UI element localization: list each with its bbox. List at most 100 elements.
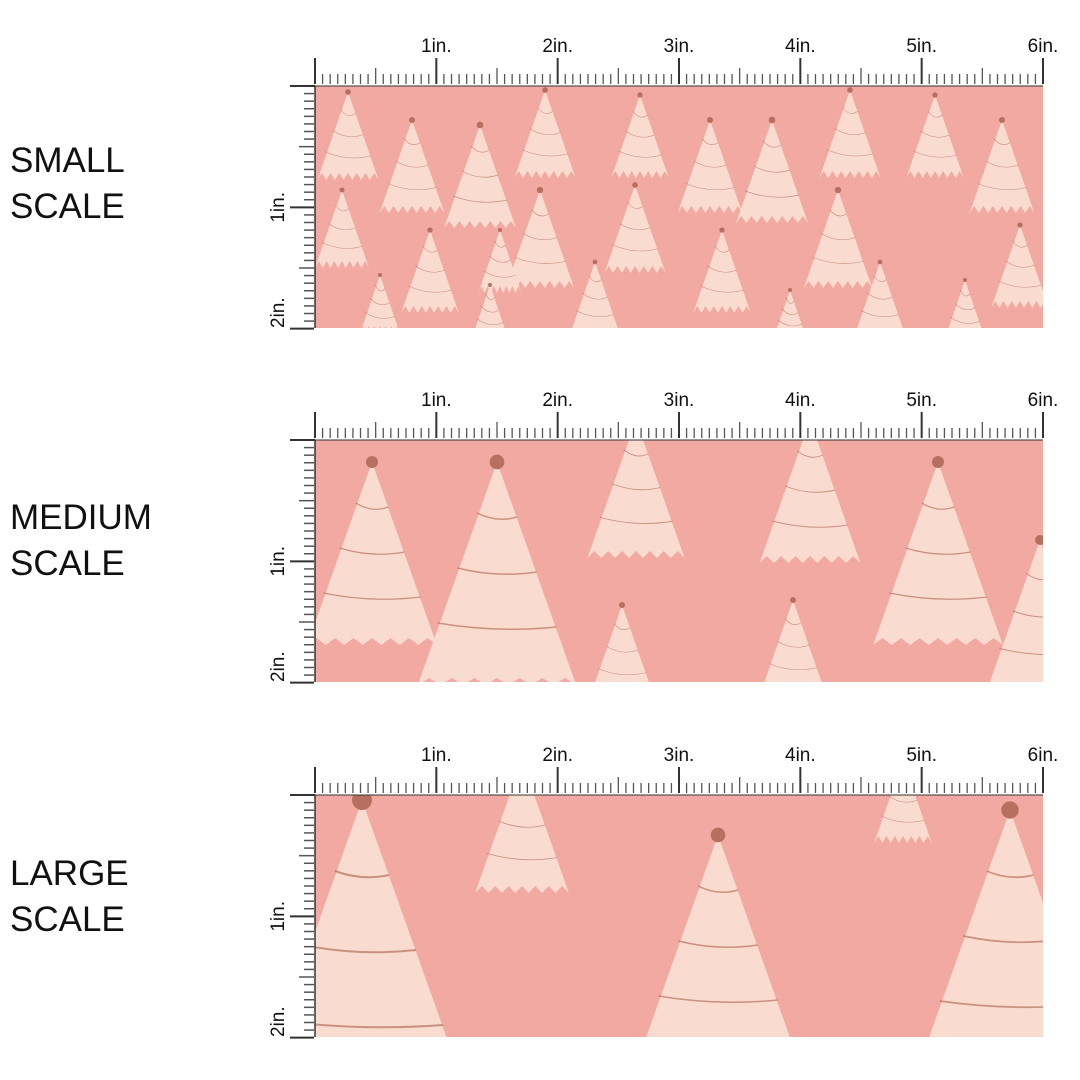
star-icon [1035, 535, 1043, 545]
swatch-medium [315, 415, 1043, 682]
small-scale-label: SMALL SCALE [10, 141, 125, 226]
star-icon [345, 89, 351, 95]
ruler-label: 6in. [1028, 36, 1059, 57]
swatch-large [315, 757, 1043, 1037]
christmas-tree [604, 182, 666, 273]
christmas-tree [315, 456, 437, 645]
ruler-label: 3in. [664, 36, 695, 57]
christmas-tree [929, 801, 1043, 1037]
christmas-tree [315, 187, 369, 268]
side-ruler: 1in. 2in. [268, 439, 316, 684]
top-ruler: 1in. 2in. 3in. 4in. 5in. 6in. [314, 745, 1059, 796]
star-icon [710, 827, 726, 843]
christmas-tree [906, 92, 964, 178]
christmas-tree [587, 416, 685, 558]
star-icon [877, 259, 883, 265]
christmas-tree [857, 259, 903, 328]
star-icon [1001, 801, 1019, 819]
star-icon [498, 228, 502, 232]
ruler-label: 1in. [268, 546, 289, 577]
ruler-label: 4in. [785, 36, 816, 57]
christmas-tree [948, 278, 982, 328]
ruler-label: 1in. [421, 390, 452, 411]
ruler-label: 3in. [664, 390, 695, 411]
star-icon [366, 456, 378, 468]
ruler-label: 1in. [421, 745, 452, 766]
ruler-label: 6in. [1028, 745, 1059, 766]
star-icon [592, 259, 598, 265]
ruler-label: 1in. [421, 36, 452, 57]
star-icon [632, 416, 641, 425]
christmas-tree [475, 795, 569, 893]
side-ruler: 1in. 2in. [268, 85, 316, 330]
christmas-tree [693, 227, 751, 313]
ruler-label: 4in. [785, 390, 816, 411]
christmas-tree [401, 227, 459, 313]
star-icon [834, 186, 842, 194]
star-icon [427, 227, 433, 233]
star-icon [352, 795, 372, 810]
ruler-label: 2in. [542, 745, 573, 766]
star-icon [932, 456, 944, 468]
christmas-tree [874, 757, 932, 843]
christmas-tree [361, 273, 399, 328]
star-icon [847, 87, 853, 93]
star-icon [409, 117, 415, 123]
star-icon [488, 283, 492, 287]
christmas-tree [317, 89, 379, 180]
ruler-label: 5in. [906, 390, 937, 411]
ruler-label: 2in. [542, 36, 573, 57]
star-icon [999, 117, 1005, 123]
top-ruler: 1in. 2in. 3in. 4in. 5in. 6in. [314, 390, 1059, 441]
star-icon [476, 121, 484, 129]
star-icon [378, 273, 382, 277]
christmas-tree [444, 121, 516, 228]
side-ruler: 1in. 2in. [268, 794, 316, 1039]
christmas-tree [611, 92, 669, 178]
star-icon [536, 186, 544, 194]
star-icon [339, 187, 345, 193]
ruler-label: 2in. [542, 390, 573, 411]
ruler-label: 2in. [268, 1006, 289, 1037]
star-icon [790, 597, 796, 603]
star-icon [768, 116, 776, 124]
christmas-tree [478, 228, 522, 293]
star-icon [805, 415, 814, 424]
christmas-tree [514, 87, 576, 178]
christmas-tree [572, 259, 618, 328]
ruler-label: 3in. [664, 745, 695, 766]
christmas-tree [777, 288, 803, 328]
christmas-tree [991, 222, 1043, 308]
christmas-tree [989, 535, 1043, 682]
medium-scale-label: MEDIUM SCALE [10, 498, 152, 583]
christmas-tree [315, 795, 447, 1037]
ruler-label: 5in. [906, 745, 937, 766]
star-icon [900, 757, 905, 762]
star-icon [707, 117, 713, 123]
christmas-tree [677, 117, 743, 213]
star-icon [542, 87, 548, 93]
christmas-tree [759, 415, 861, 563]
christmas-tree [873, 456, 1003, 645]
star-icon [719, 227, 725, 233]
christmas-tree [595, 602, 649, 682]
christmas-tree [803, 186, 873, 288]
star-icon [632, 182, 638, 188]
ruler-label: 1in. [268, 192, 289, 223]
christmas-tree [418, 454, 576, 682]
star-icon [489, 454, 505, 470]
top-ruler: 1in. 2in. 3in. 4in. 5in. 6in. [314, 36, 1059, 87]
christmas-tree [475, 283, 505, 328]
ruler-label: 5in. [906, 36, 937, 57]
christmas-tree [819, 87, 881, 178]
star-icon [637, 92, 643, 98]
christmas-tree [969, 117, 1035, 213]
star-icon [1017, 222, 1023, 228]
christmas-tree [736, 116, 808, 223]
ruler-label: 6in. [1028, 390, 1059, 411]
star-icon [788, 288, 792, 292]
christmas-tree [505, 186, 575, 288]
christmas-tree [764, 597, 822, 682]
large-scale-label: LARGE SCALE [10, 854, 129, 939]
